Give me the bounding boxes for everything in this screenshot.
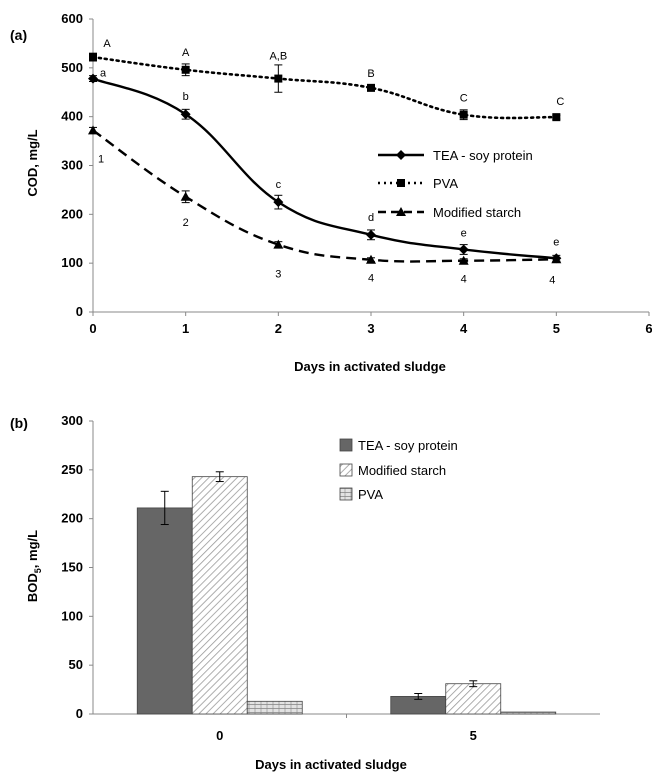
panel-b-x-tick-label: 5 (470, 728, 477, 743)
panel-b-bar-modified-starch (445, 683, 502, 715)
panel-a-point-pva (367, 83, 375, 92)
panel-a-significance-letter: a (100, 68, 107, 80)
panel-a-legend: TEA - soy protein PVA Modified starch (378, 148, 533, 220)
panel-b-y-tick-label: 0 (76, 706, 83, 721)
panel-a-significance-letter: 2 (183, 217, 189, 229)
panel-a-significance-letter: c (276, 179, 282, 191)
panel-b-y-tick-label: 200 (61, 511, 83, 526)
panel-a-axes: 0 100 200 300 400 500 600 0 1 2 3 4 5 6 (61, 11, 652, 336)
panel-a-point-pva (459, 110, 468, 119)
panel-a-significance-letter: A (182, 47, 190, 59)
panel-a-point-modified-starch (366, 254, 376, 264)
panel-a-significance-letter: e (553, 236, 559, 248)
panel-a-significance-letter: b (183, 91, 189, 103)
panel-a-y-tick-label: 0 (76, 304, 83, 319)
panel-b-x-axis-title: Days in activated sludge (255, 757, 407, 772)
panel-b-legend: TEA - soy protein Modified starch PVA (339, 438, 458, 502)
panel-b-legend-label-tea-soy-protein: TEA - soy protein (358, 438, 458, 453)
panel-b-bar-chart: (b) 0 50 100 150 200 250 300 0 5 TEA - soy prote… (10, 413, 600, 772)
panel-a-y-tick-label: 600 (61, 11, 83, 26)
panel-a-series-modified-starch: 1 2 3 4 4 4 (88, 125, 562, 286)
panel-a-point-pva (181, 65, 190, 74)
panel-a-point-modified-starch (180, 191, 191, 201)
panel-a-x-tick-label: 4 (460, 321, 468, 336)
panel-a-significance-letter: 4 (549, 274, 555, 286)
panel-a-legend-label-pva: PVA (433, 176, 458, 191)
panel-b-y-tick-label: 50 (69, 657, 83, 672)
panel-b-legend-swatch-tea-soy-protein (339, 438, 353, 452)
panel-a-legend-marker-pva (397, 179, 405, 187)
panel-a-x-tick-label: 2 (275, 321, 282, 336)
panel-b-legend-label-modified-starch: Modified starch (358, 463, 446, 478)
panel-a-y-tick-label: 500 (61, 60, 83, 75)
panel-a-line-tea-soy-protein (92, 77, 557, 260)
panel-a-series: a b c d e e A A A,B B C C 1 2 3 4 4 4 (88, 38, 564, 286)
panel-a-significance-letter: e (461, 227, 467, 239)
panel-b-x-tick-label: 0 (216, 728, 223, 743)
panel-a-point-modified-starch (458, 255, 469, 265)
panel-a-y-tick-label: 400 (61, 109, 83, 124)
panel-a-point-pva (552, 113, 561, 122)
panel-b-bars (136, 471, 557, 715)
panel-a-y-tick-label: 100 (61, 255, 83, 270)
panel-a-significance-letter: A (103, 38, 111, 50)
panel-a-x-tick-label: 3 (367, 321, 374, 336)
panel-a-significance-letter: 3 (275, 269, 281, 281)
panel-a-y-tick-label: 300 (61, 158, 83, 173)
panel-a-y-axis-title: COD, mg/L (25, 129, 40, 196)
panel-a-significance-letter: 4 (368, 273, 374, 285)
panel-a-significance-letter: A,B (269, 51, 287, 63)
panel-b-y-axis-title: BOD5, mg/L (25, 530, 43, 602)
panel-a-significance-letter: d (368, 212, 374, 224)
panel-b-y-axis-title-main: BOD (25, 573, 40, 602)
panel-a-significance-letter: C (556, 96, 564, 108)
panel-a-line-modified-starch (92, 129, 557, 263)
panel-a-y-tick-label: 200 (61, 206, 83, 221)
panel-a-series-tea-soy-protein: a b c d e e (88, 68, 562, 264)
panel-a-x-tick-label: 1 (182, 321, 189, 336)
panel-a-significance-letter: 1 (98, 153, 104, 165)
panel-b-bar-pva (246, 700, 303, 715)
panel-a-significance-letter: B (367, 68, 374, 80)
panel-b-bar-tea-soy-protein (136, 507, 193, 715)
panel-a-point-tea-soy-protein (458, 244, 469, 255)
panel-b-y-tick-label: 250 (61, 462, 83, 477)
panel-a-point-modified-starch (273, 239, 284, 249)
panel-a-point-tea-soy-protein (88, 73, 98, 84)
panel-b-y-axis-title-unit: , mg/L (25, 530, 40, 568)
panel-a-point-pva (274, 74, 283, 83)
panel-a-legend-marker-tea-soy-protein (396, 150, 406, 160)
panel-a-x-tick-label: 0 (89, 321, 96, 336)
panel-a-point-modified-starch (551, 254, 562, 264)
panel-a-legend-label-modified-starch: Modified starch (433, 205, 521, 220)
panel-a-x-tick-label: 5 (553, 321, 560, 336)
panel-a-x-axis-title: Days in activated sludge (294, 359, 446, 374)
panel-a-series-pva: A A A,B B C C (89, 38, 564, 122)
panel-a-legend-marker-modified-starch (396, 207, 406, 216)
panel-a-point-pva (89, 53, 97, 62)
panel-a-legend-label-tea-soy-protein: TEA - soy protein (433, 148, 533, 163)
panel-a-point-modified-starch (88, 125, 98, 135)
panel-a-x-tick-label: 6 (645, 321, 652, 336)
panel-a-point-tea-soy-protein (366, 229, 376, 240)
panel-a-label: (a) (10, 27, 27, 43)
panel-b-y-tick-label: 100 (61, 608, 83, 623)
panel-a-significance-letter: 4 (461, 274, 467, 286)
panel-a-point-tea-soy-protein (273, 197, 284, 208)
panel-a-line-pva (91, 55, 558, 120)
panel-b-label: (b) (10, 415, 28, 431)
panel-a-significance-letter: C (460, 93, 468, 105)
panel-b-y-axis-title-sub: 5 (33, 568, 43, 573)
panel-a-point-tea-soy-protein (180, 109, 191, 120)
panel-b-legend-label-pva: PVA (358, 487, 383, 502)
panel-b-legend-swatch-modified-starch (339, 463, 353, 477)
panel-b-y-tick-label: 300 (61, 413, 83, 428)
panel-b-legend-swatch-pva (339, 487, 353, 501)
panel-b-y-tick-label: 150 (61, 560, 83, 575)
panel-b-bar-pva (500, 711, 557, 715)
panel-b-bar-modified-starch (191, 476, 248, 715)
